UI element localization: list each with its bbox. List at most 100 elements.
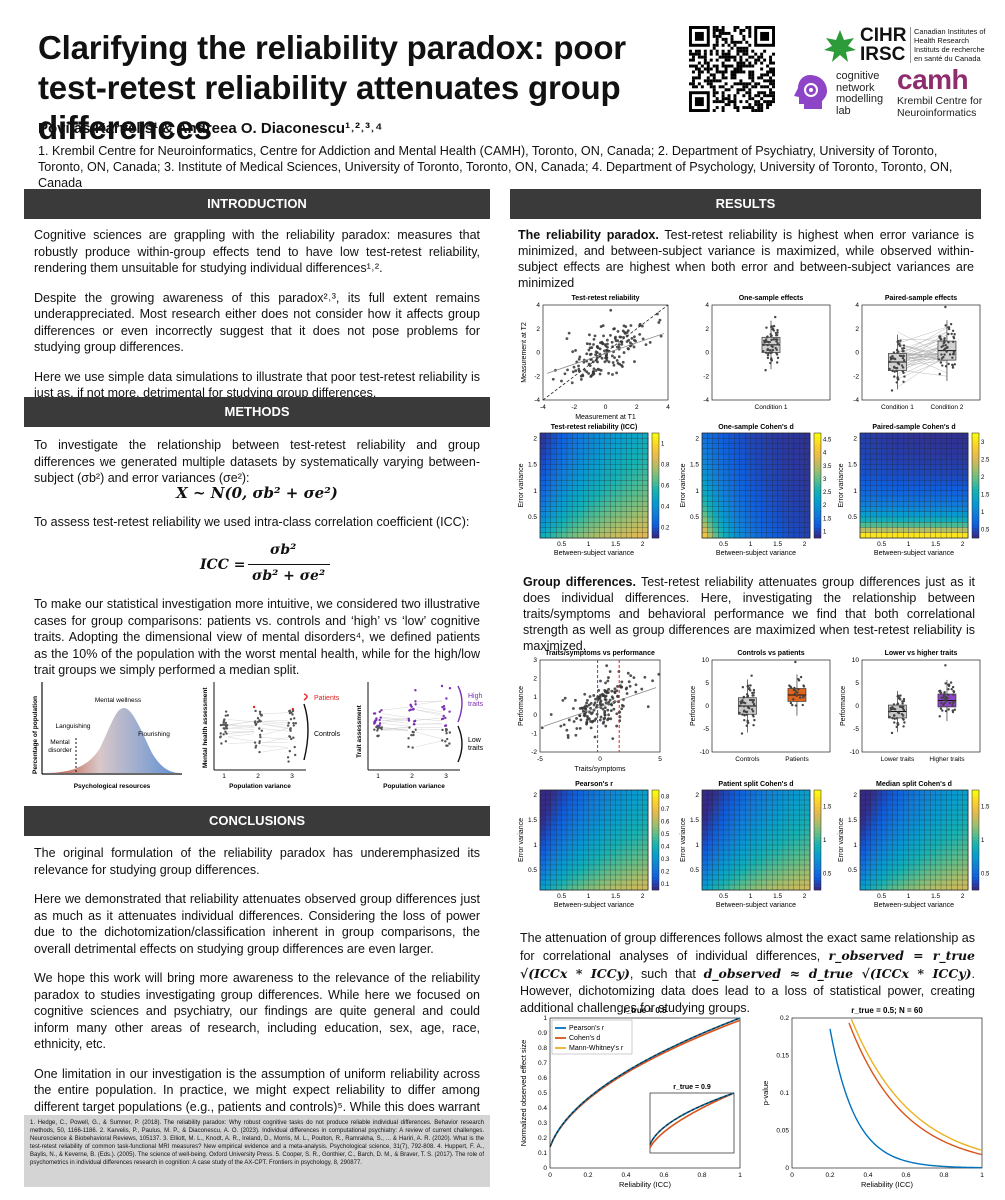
heatmap-cell xyxy=(924,438,931,444)
heatmap-cell xyxy=(745,879,751,886)
heatmap-cell xyxy=(550,849,557,856)
heatmap-cell xyxy=(712,532,719,539)
scatter-point xyxy=(598,368,601,372)
scatter-point xyxy=(594,717,598,721)
heatmap-cell xyxy=(723,453,730,460)
heatmap-cell xyxy=(930,834,936,841)
assessment-dot xyxy=(375,725,378,729)
heatmap-cell xyxy=(870,824,877,831)
heatmap-cell xyxy=(750,809,757,816)
box-dot xyxy=(775,333,779,337)
scatter-point xyxy=(617,343,621,347)
heatmap-cell xyxy=(745,849,751,856)
heatmap-cell xyxy=(782,527,789,534)
box-dot xyxy=(753,718,756,722)
inset-axes xyxy=(649,1092,735,1154)
heatmap-cell xyxy=(728,799,735,806)
heatmap-cell xyxy=(876,804,882,811)
qr-module xyxy=(718,55,722,59)
heatmap-cell xyxy=(712,438,719,444)
scatter-point xyxy=(616,330,620,333)
inset-theory-line xyxy=(649,1092,735,1145)
heatmap-cell xyxy=(962,495,969,502)
heatmap-cell xyxy=(946,501,953,507)
heatmap-cell xyxy=(566,839,573,846)
heatmap-cell xyxy=(701,490,708,497)
heatmap-cell xyxy=(962,839,969,846)
heatmap-cell xyxy=(777,495,784,502)
y-tick-label: 0 xyxy=(543,1165,547,1172)
colorbar-segment xyxy=(814,850,821,854)
heatmap-cell xyxy=(957,874,963,881)
heatmap-cell xyxy=(924,859,931,866)
colorbar-segment xyxy=(814,468,821,472)
heatmap-cell xyxy=(739,849,746,856)
heatmap-cell xyxy=(788,443,795,450)
heatmap-cell xyxy=(799,443,805,450)
heatmap-cell xyxy=(919,874,926,881)
heatmap-cell xyxy=(539,506,546,513)
heatmap-cell xyxy=(788,480,795,486)
connecting-line xyxy=(227,728,255,730)
box-dot xyxy=(888,367,891,371)
qr-module xyxy=(689,82,692,86)
heatmap-cell xyxy=(620,438,627,444)
x-tick-label: 2 xyxy=(803,893,807,900)
qr-code[interactable] xyxy=(689,26,775,112)
heatmap-cell xyxy=(539,464,546,471)
scatter-point xyxy=(638,322,642,326)
heatmap-cell xyxy=(886,879,893,886)
heatmap-cell xyxy=(583,814,589,821)
heatmap-cell xyxy=(886,834,893,841)
heatmap-cell xyxy=(566,884,573,891)
heatmap-cell xyxy=(593,501,600,507)
heatmap-cell xyxy=(572,490,579,497)
heatmap-cell xyxy=(701,480,708,486)
heatmap-cell xyxy=(599,809,606,816)
qr-module xyxy=(730,64,734,68)
qr-module xyxy=(709,52,713,56)
heatmap-cell xyxy=(593,794,600,801)
colorbar-segment xyxy=(652,454,659,458)
box-dot xyxy=(752,698,756,702)
heatmap-cell xyxy=(550,459,557,465)
x-tick-label: 1 xyxy=(907,893,911,900)
heatmap-cell xyxy=(903,448,909,455)
scatter-point xyxy=(603,360,607,364)
heatmap-cell xyxy=(962,864,969,871)
heatmap-cell xyxy=(930,474,936,481)
box-dot xyxy=(747,687,751,691)
box-dot xyxy=(742,710,746,713)
scatter-point xyxy=(588,333,591,337)
heatmap-cell xyxy=(782,854,789,861)
scatter-point xyxy=(606,718,609,722)
heatmap-cell xyxy=(897,794,904,801)
heatmap-cell xyxy=(707,844,714,851)
heatmap-cell xyxy=(903,459,909,465)
x-tick-label: 0.2 xyxy=(825,1172,834,1179)
heatmap-cell xyxy=(642,799,649,806)
heatmap-cell xyxy=(788,459,795,465)
heatmap-cell xyxy=(881,527,888,534)
heatmap-cell xyxy=(701,804,708,811)
box-dot xyxy=(762,343,765,346)
colorbar-label: 0.5 xyxy=(981,871,990,877)
qr-module xyxy=(754,100,758,104)
heatmap-cell xyxy=(799,844,805,851)
heatmap-cell xyxy=(865,511,872,518)
heatmap-cell xyxy=(772,799,778,806)
heatmap-cell xyxy=(577,799,584,806)
heatmap-cell xyxy=(556,511,562,518)
assessment-dot xyxy=(412,731,415,734)
heatmap-cell xyxy=(881,839,888,846)
fig2-tick-3: 3 xyxy=(290,773,294,780)
heatmap-cell xyxy=(637,522,643,528)
heatmap-cell xyxy=(701,532,708,539)
heatmap-cell xyxy=(881,799,888,806)
heatmap-cell xyxy=(962,829,969,836)
heatmap-cell xyxy=(897,464,904,471)
group-differences-text: Group differences. Test-retest reliabili… xyxy=(523,574,975,654)
heatmap-cell xyxy=(881,884,888,891)
box-dot xyxy=(789,701,793,705)
heatmap-cell xyxy=(545,495,552,502)
